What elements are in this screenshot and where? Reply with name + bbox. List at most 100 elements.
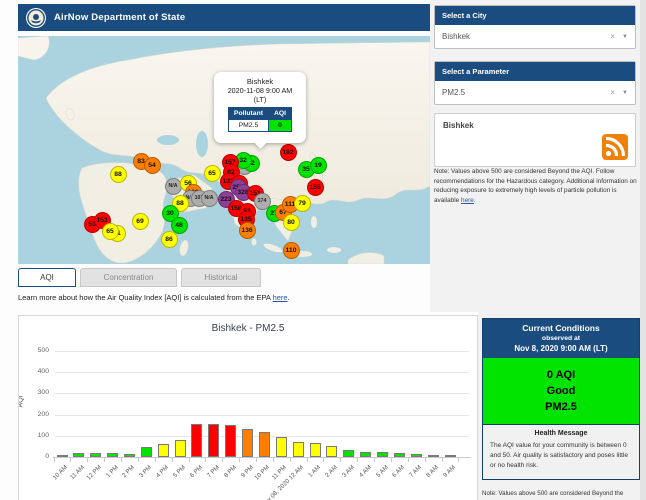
aqi-bar-chart: Bishkek - PM2.5 AQI 010020030040050010 A…	[18, 315, 478, 500]
page-scrollbar[interactable]	[640, 0, 646, 500]
chart-bar	[191, 424, 202, 457]
chart-x-tick	[172, 458, 173, 462]
sidebar-note-link[interactable]: here	[461, 197, 474, 204]
aqi-map-marker[interactable]: 155	[307, 179, 324, 196]
app-title: AirNow Department of State	[54, 12, 185, 23]
dept-of-state-seal-icon	[26, 8, 46, 28]
aqi-map-marker[interactable]: 136	[239, 222, 256, 239]
chart-x-tick	[273, 458, 274, 462]
chart-bar	[225, 425, 236, 457]
chart-x-tick	[256, 458, 257, 462]
health-message-title: Health Message	[490, 430, 632, 437]
chart-x-tick	[121, 458, 122, 462]
popup-timezone: (LT)	[214, 95, 306, 104]
chart-x-tick	[239, 458, 240, 462]
city-select[interactable]: Bishkek × ▼	[435, 25, 635, 48]
aqi-map-marker[interactable]: 86	[161, 231, 178, 248]
chart-x-tick	[138, 458, 139, 462]
aqi-map-marker[interactable]: 110	[283, 242, 300, 259]
chart-x-tick	[307, 458, 308, 462]
city-clear-icon[interactable]: ×	[610, 32, 615, 41]
world-aqi-map[interactable]: 83548865N/A56103N/A107N/A883048865315251…	[18, 36, 430, 264]
aqi-map-marker[interactable]: 65	[102, 223, 119, 240]
chart-gridline	[55, 415, 469, 416]
current-aqi-block: 0 AQI Good PM2.5	[483, 358, 639, 424]
chart-bar	[343, 450, 354, 457]
city-dropdown-caret-icon[interactable]: ▼	[622, 34, 628, 40]
learn-more-link[interactable]: here	[273, 293, 288, 302]
chart-bar	[326, 446, 337, 457]
parameter-select-value: PM2.5	[442, 88, 465, 97]
health-message-text: The AQI value for your community is betw…	[490, 441, 632, 471]
tab-historical[interactable]: Historical	[181, 268, 261, 287]
aqi-map-marker[interactable]: 182	[280, 144, 297, 161]
popup-datetime: 2020-11-08 9:00 AM	[214, 86, 306, 95]
chart-x-tick	[442, 458, 443, 462]
city-select-box: Select a City Bishkek × ▼	[434, 5, 636, 49]
parameter-select[interactable]: PM2.5 × ▼	[435, 81, 635, 104]
current-conditions-panel: Current Conditions observed at Nov 8, 20…	[482, 318, 640, 480]
chart-y-tick-label: 200	[23, 411, 49, 418]
chart-bar	[377, 452, 388, 457]
chart-y-tick-label: 400	[23, 368, 49, 375]
popup-aqi-header: AQI	[268, 108, 291, 120]
chart-gridline	[55, 372, 469, 373]
map-popup-bishkek[interactable]: Bishkek 2020-11-08 9:00 AM (LT) Pollutan…	[214, 72, 306, 143]
bottom-note: Note: Values above 500 are considered Be…	[482, 490, 642, 497]
popup-aqi-value: 0	[268, 120, 291, 132]
chart-bar	[394, 453, 405, 457]
city-select-value: Bishkek	[442, 32, 470, 41]
current-aqi-category: Good	[483, 383, 639, 399]
chart-bar	[107, 453, 118, 457]
chart-gridline	[55, 393, 469, 394]
chart-x-tick	[205, 458, 206, 462]
chart-bar	[141, 447, 152, 457]
chart-x-tick	[357, 458, 358, 462]
chart-bar	[293, 442, 304, 457]
aqi-map-marker[interactable]: N/A	[165, 178, 182, 195]
city-select-label: Select a City	[435, 6, 635, 25]
chart-bar	[360, 452, 371, 457]
aqi-map-marker[interactable]: 88	[110, 166, 127, 183]
chart-x-tick	[391, 458, 392, 462]
chart-x-tick	[189, 458, 190, 462]
map-landmass	[18, 36, 430, 264]
chart-bar	[242, 429, 253, 457]
aqi-map-marker[interactable]: 19	[310, 157, 327, 174]
aqi-map-marker[interactable]: N/A	[201, 190, 218, 207]
chart-title: Bishkek - PM2.5	[19, 323, 477, 334]
aqi-map-marker[interactable]: 65	[204, 165, 221, 182]
current-aqi-value: 0 AQI	[483, 367, 639, 383]
chart-x-tick	[290, 458, 291, 462]
chart-x-tick	[408, 458, 409, 462]
chart-bar	[428, 455, 439, 457]
popup-pollutant-header: Pollutant	[228, 108, 268, 120]
aqi-map-marker[interactable]: 69	[132, 213, 149, 230]
tab-aqi[interactable]: AQI	[18, 268, 76, 287]
sidebar-note: Note: Values above 500 are considered Be…	[434, 167, 639, 205]
chart-x-tick	[87, 458, 88, 462]
learn-more-suffix: .	[288, 293, 290, 302]
chart-x-tick	[155, 458, 156, 462]
chart-bar	[158, 444, 169, 457]
chart-bar	[124, 454, 135, 457]
chart-y-tick-label: 300	[23, 389, 49, 396]
parameter-dropdown-caret-icon[interactable]: ▼	[622, 90, 628, 96]
current-conditions-header: Current Conditions observed at Nov 8, 20…	[483, 319, 639, 358]
tab-concentration[interactable]: Concentration	[80, 268, 177, 287]
chart-bar	[208, 424, 219, 457]
popup-city: Bishkek	[214, 77, 306, 86]
chart-bar	[175, 440, 186, 457]
aqi-map-marker[interactable]: 80	[283, 214, 300, 231]
chart-tabs: AQI Concentration Historical	[18, 268, 261, 287]
chart-y-axis-label: AQI	[18, 395, 25, 407]
chart-x-tick	[70, 458, 71, 462]
sidebar-note-suffix: .	[474, 197, 476, 204]
aqi-map-marker[interactable]: 54	[144, 157, 161, 174]
learn-more-line: Learn more about how the Air Quality Ind…	[18, 293, 290, 302]
learn-more-text: Learn more about how the Air Quality Ind…	[18, 293, 273, 302]
chart-x-tick	[222, 458, 223, 462]
parameter-clear-icon[interactable]: ×	[610, 88, 615, 97]
aqi-map-marker[interactable]: 79	[294, 195, 311, 212]
rss-feed-icon[interactable]	[602, 134, 628, 160]
